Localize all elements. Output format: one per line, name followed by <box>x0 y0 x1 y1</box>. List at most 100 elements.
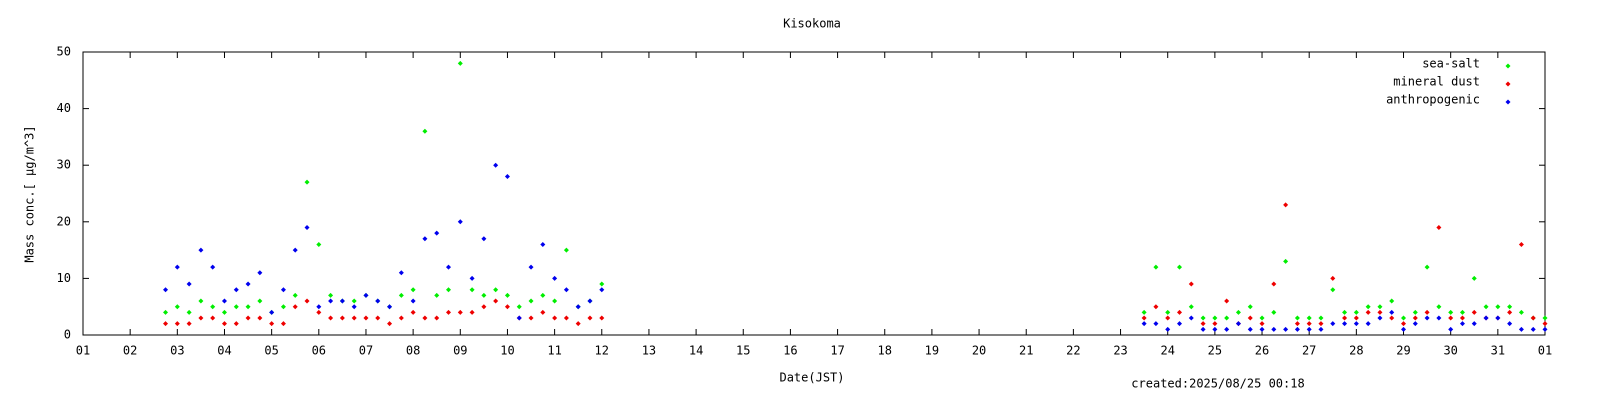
point <box>221 298 227 304</box>
point <box>410 309 416 315</box>
point <box>1436 304 1442 310</box>
point <box>493 162 499 168</box>
point <box>387 321 393 327</box>
point <box>292 292 298 298</box>
point <box>163 287 169 293</box>
point <box>1389 309 1395 315</box>
x-tick-label: 12 <box>595 344 609 358</box>
point <box>198 315 204 321</box>
point <box>351 315 357 321</box>
point <box>1212 326 1218 332</box>
point <box>375 315 381 321</box>
point <box>1448 326 1454 332</box>
point <box>339 315 345 321</box>
point <box>316 304 322 310</box>
point <box>1471 321 1477 327</box>
legend-label: mineral dust <box>1393 75 1480 89</box>
x-tick-label: 21 <box>1019 344 1033 358</box>
point <box>1141 309 1147 315</box>
point <box>493 287 499 293</box>
point <box>1459 315 1465 321</box>
point <box>540 309 546 315</box>
point <box>1471 275 1477 281</box>
point <box>339 298 345 304</box>
point <box>1342 321 1348 327</box>
point <box>351 298 357 304</box>
point <box>210 304 216 310</box>
point <box>457 219 463 225</box>
point <box>516 315 522 321</box>
x-tick-label: 25 <box>1208 344 1222 358</box>
point <box>1542 315 1548 321</box>
x-tick-label: 07 <box>359 344 373 358</box>
point <box>599 281 605 287</box>
point <box>469 309 475 315</box>
x-tick-label: 09 <box>453 344 467 358</box>
point <box>528 298 534 304</box>
point <box>292 247 298 253</box>
point <box>1330 321 1336 327</box>
point <box>387 304 393 310</box>
x-tick-label: 29 <box>1396 344 1410 358</box>
point <box>575 321 581 327</box>
point <box>587 298 593 304</box>
point <box>257 315 263 321</box>
x-tick-label: 22 <box>1066 344 1080 358</box>
point <box>1177 264 1182 270</box>
point <box>221 321 227 327</box>
legend-marker <box>1505 81 1511 87</box>
point <box>599 287 605 293</box>
y-tick-label: 40 <box>57 101 71 115</box>
point <box>1235 309 1241 315</box>
point <box>599 315 605 321</box>
point <box>245 315 251 321</box>
point <box>1353 315 1359 321</box>
point <box>186 309 192 315</box>
x-tick-label: 01 <box>76 344 90 358</box>
x-tick-label: 26 <box>1255 344 1269 358</box>
x-tick-label: 04 <box>217 344 231 358</box>
x-tick-label: 18 <box>878 344 892 358</box>
point <box>1342 315 1348 321</box>
x-tick-label: 06 <box>312 344 326 358</box>
point <box>1259 326 1265 332</box>
point <box>304 224 310 230</box>
point <box>210 315 216 321</box>
point <box>398 270 404 276</box>
point <box>163 321 169 327</box>
point <box>1283 202 1289 208</box>
point <box>316 309 322 315</box>
x-axis-label: Date(JST) <box>779 371 844 385</box>
point <box>1294 321 1300 327</box>
point <box>1212 315 1218 321</box>
x-tick-label: 11 <box>547 344 561 358</box>
point <box>410 287 416 293</box>
point <box>221 309 227 315</box>
x-tick-label: 10 <box>500 344 514 358</box>
point <box>198 247 204 253</box>
point <box>1306 321 1312 327</box>
point <box>174 321 180 327</box>
point <box>410 298 416 304</box>
point <box>1483 304 1489 310</box>
point <box>1318 321 1324 327</box>
point <box>446 309 451 315</box>
point <box>1342 309 1348 315</box>
point <box>328 315 334 321</box>
point <box>292 304 298 310</box>
point <box>233 287 239 293</box>
point <box>1530 315 1536 321</box>
point <box>1424 315 1430 321</box>
point <box>540 241 546 247</box>
point <box>363 292 369 298</box>
point <box>1188 281 1194 287</box>
point <box>1188 304 1194 310</box>
point <box>1424 264 1430 270</box>
point <box>1401 326 1407 332</box>
point <box>504 292 510 298</box>
point <box>516 304 522 310</box>
x-tick-label: 30 <box>1443 344 1457 358</box>
point <box>1271 309 1277 315</box>
point <box>493 298 499 304</box>
point <box>1294 315 1300 321</box>
